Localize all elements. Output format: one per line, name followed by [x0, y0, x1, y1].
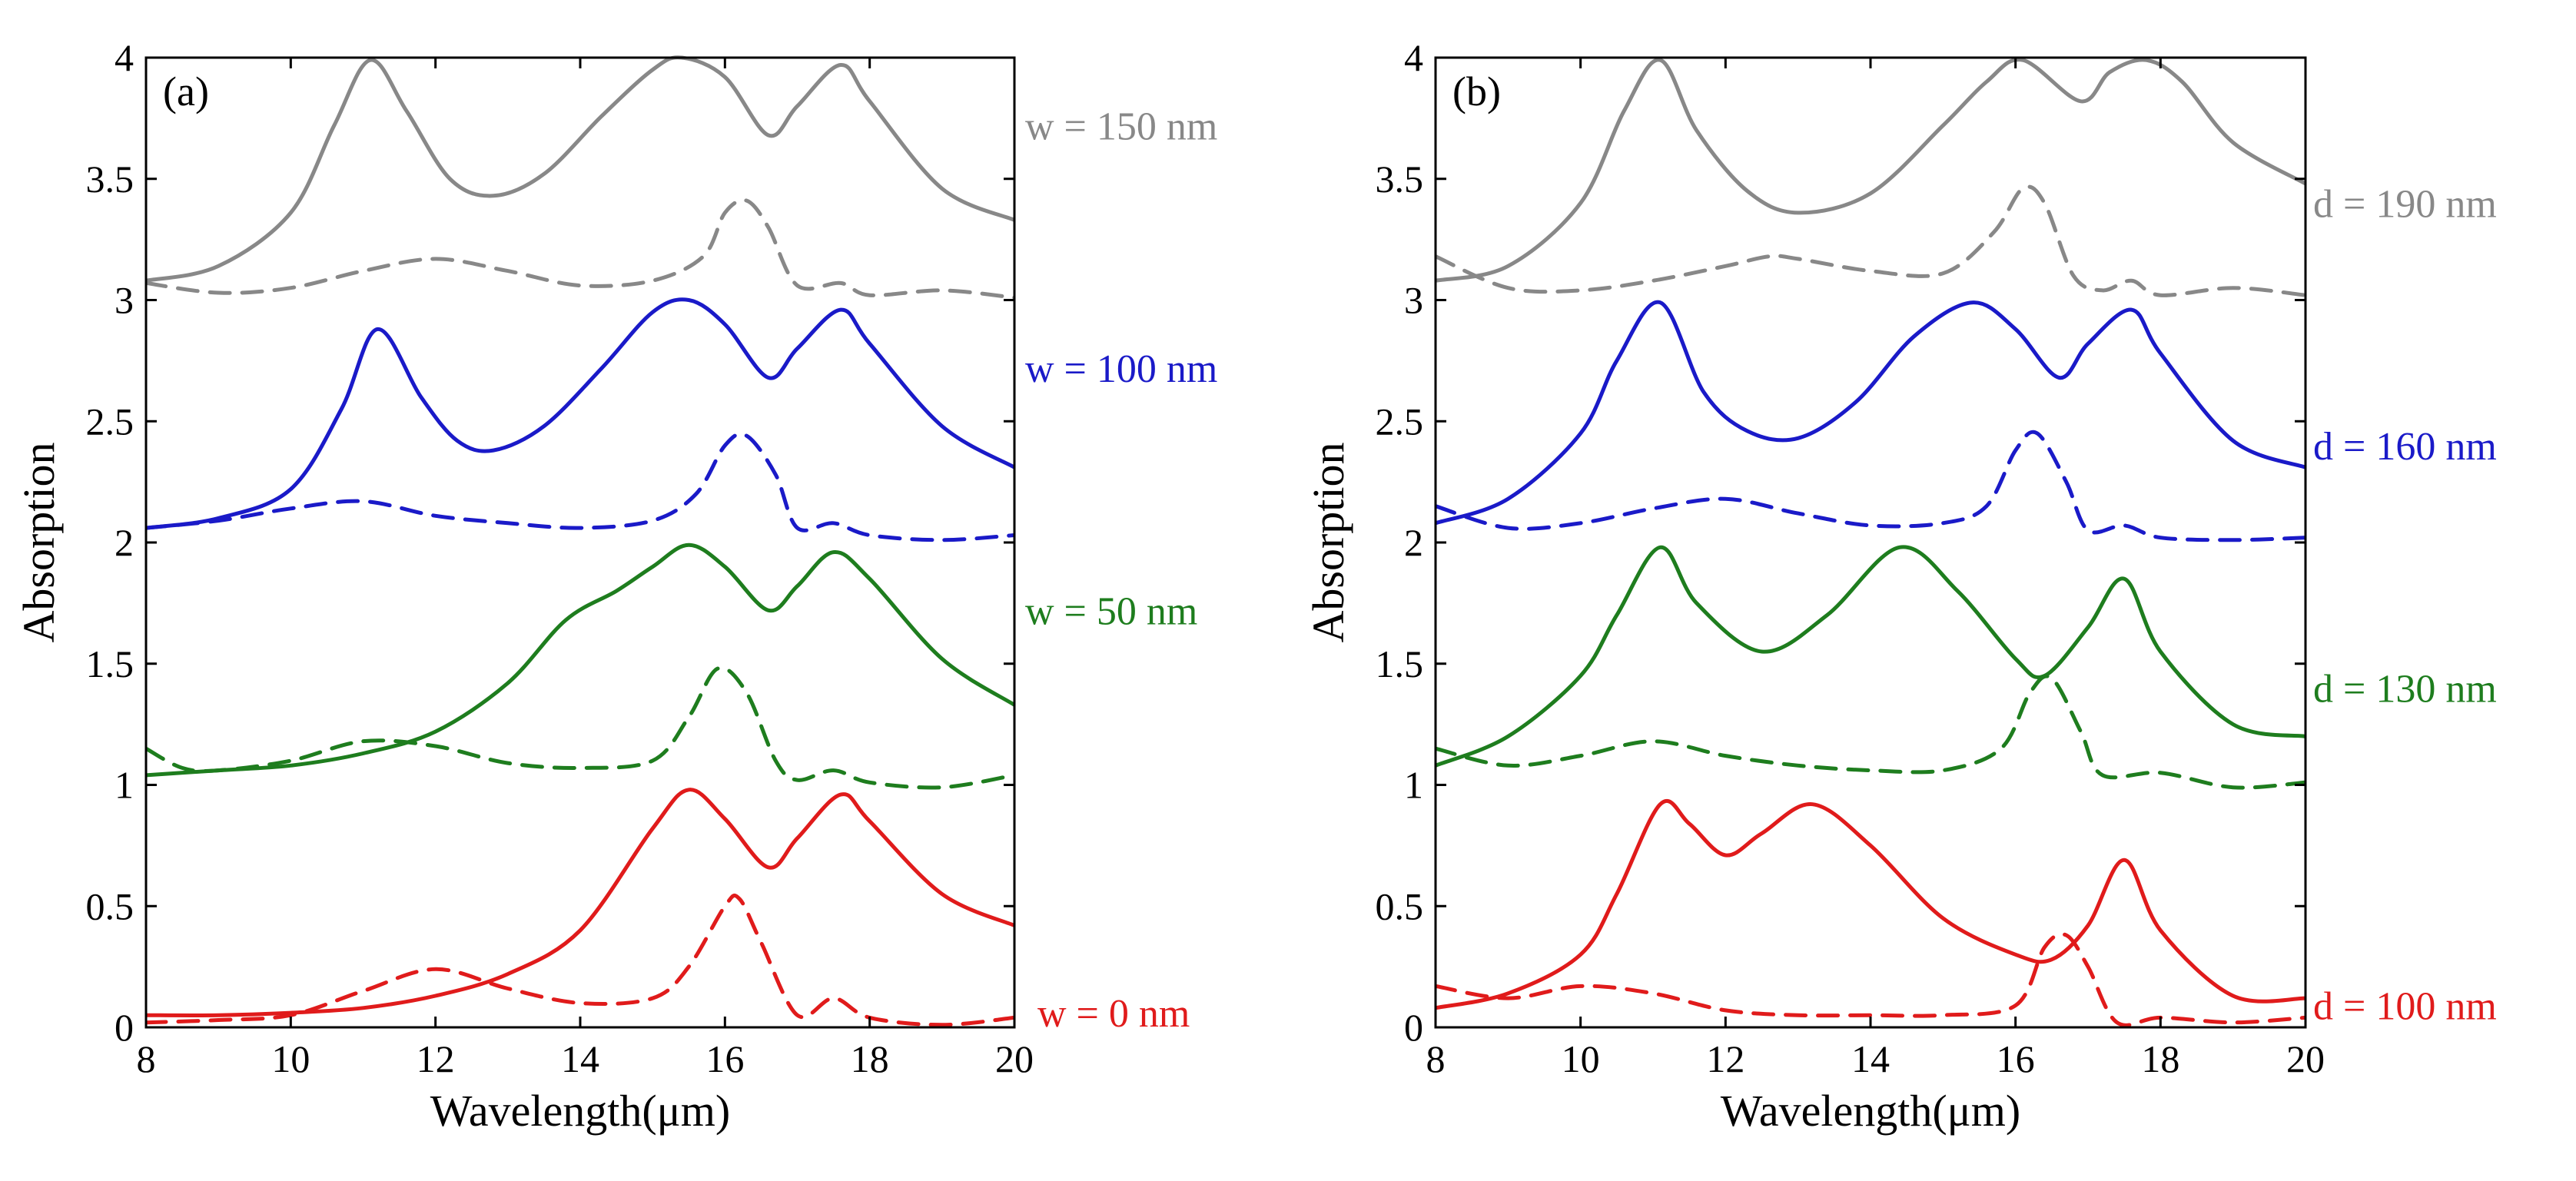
series-label: w = 100 nm	[1025, 347, 1217, 391]
x-tick-label: 8	[1426, 1037, 1446, 1080]
x-tick-label: 10	[1562, 1037, 1600, 1080]
y-tick-label: 0.5	[86, 884, 134, 927]
y-tick-label: 2	[1404, 521, 1423, 564]
y-tick-label: 2.5	[1376, 400, 1424, 443]
series-line-dashed-1	[146, 894, 1014, 1027]
series-label: w = 50 nm	[1025, 589, 1197, 633]
series-line-dashed-5	[146, 432, 1014, 542]
x-axis-title: Wavelength(μm)	[430, 1086, 730, 1136]
plot-area	[1436, 58, 2305, 1027]
series-line-solid-2	[146, 542, 1014, 778]
y-axis-title: Absorption	[1303, 443, 1353, 643]
series-line-dashed-5	[1436, 430, 2305, 542]
y-axis-title: Absorption	[14, 443, 64, 643]
x-tick-label: 12	[1706, 1037, 1744, 1080]
y-tick-label: 0	[1404, 1006, 1423, 1049]
panel-label: (b)	[1452, 68, 1501, 114]
x-tick-label: 10	[271, 1037, 310, 1080]
series-label: d = 190 nm	[2313, 182, 2497, 226]
y-tick-label: 3.5	[86, 158, 134, 201]
series-line-solid-6	[146, 55, 1014, 283]
x-tick-label: 16	[705, 1037, 744, 1080]
plot-area	[146, 55, 1014, 1027]
series-label: d = 100 nm	[2313, 985, 2497, 1029]
series-line-dashed-7	[146, 197, 1014, 300]
y-tick-label: 4	[115, 36, 134, 79]
x-tick-label: 20	[2286, 1037, 2325, 1080]
series-label: w = 0 nm	[1037, 992, 1190, 1036]
y-tick-label: 3	[115, 279, 134, 322]
x-tick-label: 20	[995, 1037, 1034, 1080]
panel-label: (a)	[163, 68, 209, 114]
y-tick-label: 0	[115, 1006, 134, 1049]
series-line-solid-6	[1436, 58, 2305, 283]
x-tick-label: 12	[417, 1037, 455, 1080]
x-axis-title: Wavelength(μm)	[1721, 1086, 2020, 1136]
y-tick-label: 4	[1404, 36, 1423, 79]
y-tick-label: 2	[115, 521, 134, 564]
series-line-dashed-1	[1436, 932, 2305, 1027]
axes-frame	[144, 56, 1016, 1029]
axes-frame	[1434, 56, 2307, 1029]
y-tick-label: 1.5	[1376, 642, 1424, 685]
series-line-solid-0	[1436, 799, 2305, 1010]
series-label: d = 160 nm	[2313, 425, 2497, 469]
panel-b: 8 10 12 14 16 18 20 0 0.5 1 1.5 2 2.5 3 3.5 4 Wavelength…	[1303, 36, 2497, 1136]
y-tick-label: 3.5	[1376, 158, 1424, 201]
x-tick-label: 18	[2141, 1037, 2179, 1080]
series-label: d = 130 nm	[2313, 667, 2497, 711]
y-tick-label: 3	[1404, 279, 1423, 322]
y-tick-label: 1	[115, 764, 134, 807]
x-tick-label: 14	[561, 1037, 599, 1080]
series-line-solid-2	[1436, 545, 2305, 768]
series-line-solid-4	[146, 297, 1014, 530]
series-line-dashed-3	[1436, 674, 2305, 790]
x-tick-label: 18	[851, 1037, 889, 1080]
panel-a: 8 10 12 14 16 18 20 0 0.5 1 1.5 2 2.5 3 3.5 4 Wavelength…	[14, 36, 1217, 1136]
y-tick-label: 2.5	[86, 400, 134, 443]
series-line-solid-4	[1436, 300, 2305, 526]
x-tick-label: 8	[137, 1037, 156, 1080]
series-line-dashed-3	[146, 665, 1014, 790]
y-tick-label: 1	[1404, 764, 1423, 807]
series-label: w = 150 nm	[1025, 104, 1217, 148]
y-tick-label: 0.5	[1376, 884, 1424, 927]
x-tick-label: 16	[1997, 1037, 2035, 1080]
x-tick-label: 14	[1851, 1037, 1890, 1080]
series-line-solid-0	[146, 788, 1014, 1017]
y-tick-label: 1.5	[86, 642, 134, 685]
series-line-dashed-7	[1436, 184, 2305, 297]
